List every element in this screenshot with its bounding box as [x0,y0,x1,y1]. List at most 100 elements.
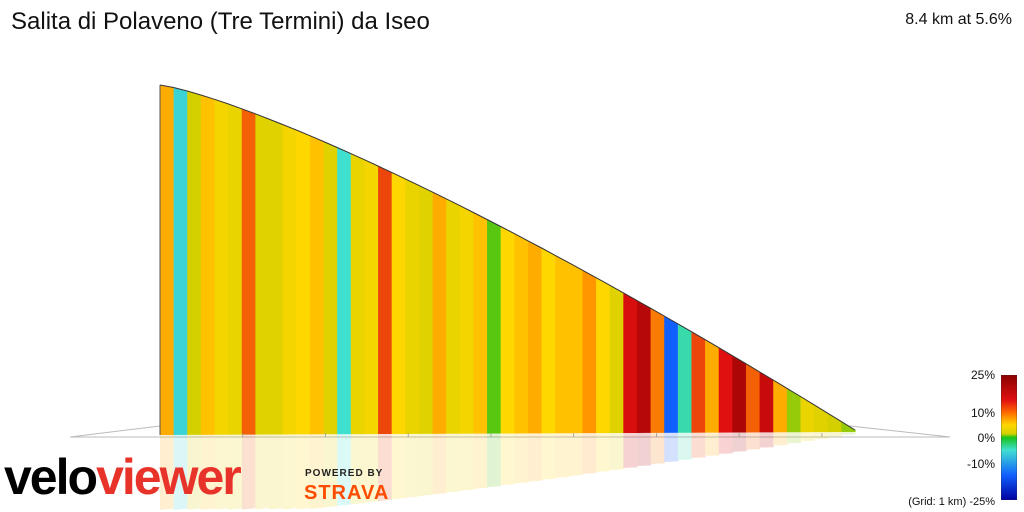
gradient-segment [555,255,570,434]
logo-velo-text: velo [4,449,98,505]
segment-reflection [609,433,624,471]
segment-reflection [228,434,243,510]
segment-reflection [323,434,338,508]
gradient-segment [214,99,229,435]
strava-logo[interactable]: STRAVA [304,482,390,504]
segment-reflection [759,432,774,448]
gradient-segment [800,396,815,433]
powered-by-label: POWERED BY [305,468,384,479]
gradient-segment [609,285,624,434]
profile-reflection [160,432,856,510]
segment-reflection [582,433,597,474]
climb-summary: 8.4 km at 5.6% [905,11,1012,28]
segment-reflection [664,432,679,463]
gradient-segment [296,130,311,435]
gradient-segment [636,300,652,433]
gradient-segment [568,262,584,434]
segment-reflection [350,434,366,505]
gradient-segment [786,388,802,433]
legend-label-25: 25% [970,368,995,382]
segment-reflection [500,433,515,486]
gradient-segment [582,270,597,434]
segment-reflection [241,434,256,510]
gradient-segment [337,147,352,435]
segment-reflection [514,433,529,484]
legend-label-0: 0% [977,431,995,445]
segment-reflection [677,432,693,460]
gradient-segment [228,103,243,435]
gradient-segment [732,355,747,433]
segment-reflection [623,432,638,469]
segment-reflection [378,434,393,502]
veloviewer-logo[interactable]: veloviewer [4,449,242,505]
logo-viewer-text: viewer [96,449,242,505]
gradient-segment [745,363,761,433]
segment-reflection [391,433,406,500]
gradient-segment [677,323,693,433]
gradient-segment [596,277,611,434]
gradient-segment [650,308,665,433]
segment-reflection [773,432,788,446]
gradient-segment [459,205,475,434]
gradient-segment [405,178,420,434]
gradient-segment [309,135,325,435]
segment-reflection [568,433,584,476]
segment-reflection [841,432,856,435]
gradient-segment [350,153,366,435]
segment-reflection [527,433,543,482]
gradient-segment [718,347,733,433]
segment-reflection [173,434,188,510]
segment-reflection [269,434,284,510]
segment-reflection [487,433,502,488]
gradient-segment [391,172,406,434]
gradient-segment [773,380,788,433]
gradient-segment [487,219,502,434]
gradient-segment [200,94,216,435]
segment-reflection [814,432,829,440]
segment-reflection [827,432,842,437]
gradient-segment [514,233,529,434]
gradient-segment [664,315,679,433]
segment-reflection [555,433,570,478]
segment-reflection [214,434,229,510]
segment-reflection [309,434,325,510]
segment-reflection [786,432,802,444]
chart-title: Salita di Polaveno (Tre Termini) da Iseo [11,8,430,35]
grid-note-text: (Grid: 1 km) [908,496,967,508]
gradient-segment [623,292,638,433]
legend-label-10: 10% [970,406,995,420]
segment-reflection [446,433,461,493]
segment-reflection [800,432,815,442]
segment-reflection [541,433,556,480]
segment-reflection [459,433,475,491]
gradient-segment [432,192,447,434]
gradient-segment [705,339,720,433]
segment-reflection [745,432,761,450]
segment-reflection [160,434,175,510]
legend-label-neg10: -10% [966,457,995,471]
gradient-segment [173,87,188,435]
segment-reflection [200,434,216,510]
legend-grid-note: (Grid: 1 km) -25% [908,496,995,508]
gradient-segment [282,124,297,435]
segment-reflection [636,432,652,467]
gradient-segment [378,166,393,435]
segment-reflection [296,434,311,510]
segment-reflection [691,432,706,458]
segment-reflection [418,433,434,496]
gradient-segment [364,159,379,435]
segment-reflection [473,433,488,489]
gradient-segment [500,226,515,434]
segment-reflection [705,432,720,456]
gradient-segment [446,198,461,434]
segment-reflection [732,432,747,452]
gradient-segment [541,248,556,434]
gradient-segment [759,371,774,433]
gradient-segment [323,141,338,435]
gradient-segment [418,185,434,434]
segment-reflection [405,433,420,498]
segment-reflection [364,434,379,503]
segment-reflection [432,433,447,495]
gradient-segment [527,240,543,434]
